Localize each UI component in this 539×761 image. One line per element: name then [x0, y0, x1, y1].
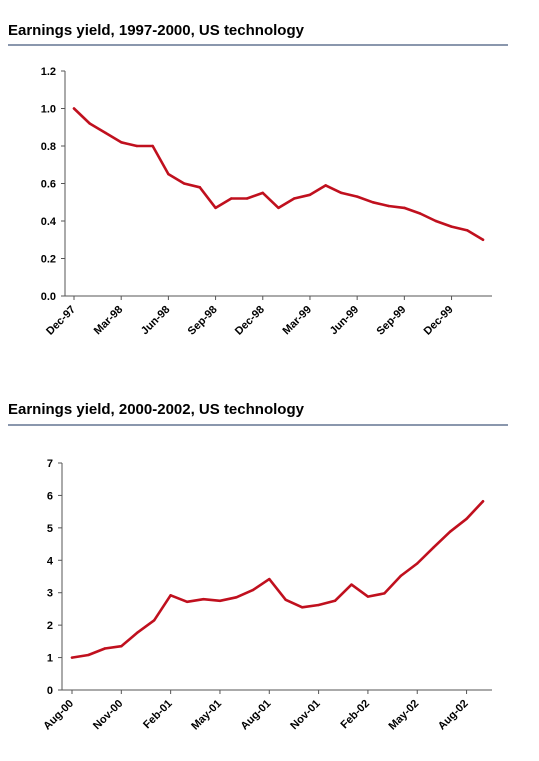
data-point [218, 599, 222, 603]
y-tick-label: 3 [47, 588, 53, 600]
y-tick-label: 1.0 [41, 104, 56, 116]
data-point [448, 530, 452, 533]
y-tick-label: 2 [47, 620, 53, 632]
data-point [235, 596, 238, 599]
data-point [214, 206, 217, 210]
x-tick-label: Aug-01 [239, 698, 274, 733]
y-tick-label: 0.8 [41, 141, 56, 153]
y-tick-label: 0.4 [41, 216, 57, 228]
data-point [340, 191, 343, 195]
x-tick-label: Sep-99 [374, 304, 408, 338]
series-line [70, 500, 485, 659]
data-point [87, 653, 90, 657]
data-point [72, 107, 76, 110]
x-tick-label: Dec-98 [233, 304, 267, 338]
x-tick-label: Jun-98 [139, 304, 173, 338]
y-tick-label: 5 [47, 523, 53, 535]
data-point [120, 645, 123, 648]
x-tick-label: Dec-99 [422, 304, 456, 338]
data-point [293, 197, 296, 200]
y-tick-label: 7 [47, 458, 53, 470]
data-point [268, 577, 271, 581]
x-tick-label: Mar-98 [92, 304, 126, 338]
data-point [434, 219, 438, 223]
data-point [465, 517, 468, 520]
x-tick-label: Dec-97 [44, 304, 78, 338]
y-tick-label: 0 [47, 685, 53, 697]
x-tick-label: Nov-00 [91, 698, 125, 732]
data-point [418, 212, 422, 215]
data-point [167, 172, 170, 176]
data-point [284, 598, 287, 602]
data-point [432, 546, 435, 549]
y-tick-label: 0.2 [41, 254, 56, 266]
y-tick-label: 1.2 [41, 66, 56, 78]
data-point [416, 562, 419, 565]
data-point [308, 193, 312, 196]
data-point [466, 229, 469, 232]
data-point [261, 191, 264, 195]
data-point [230, 197, 233, 200]
data-point [245, 197, 249, 200]
data-point [403, 206, 406, 210]
data-point [481, 238, 485, 241]
x-tick-label: Sep-98 [186, 304, 220, 338]
x-tick-label: Aug-00 [41, 698, 76, 733]
data-point [119, 141, 123, 144]
y-tick-label: 0.0 [41, 291, 56, 303]
series-line [72, 107, 485, 242]
y-tick-label: 4 [47, 555, 54, 567]
chart-title: Earnings yield, 1997-2000, US technology [8, 22, 304, 39]
data-point [198, 186, 202, 189]
data-point [355, 195, 359, 198]
data-point [251, 588, 255, 592]
title-underline [8, 424, 508, 426]
data-point [103, 647, 107, 650]
data-point [387, 204, 390, 208]
data-point [153, 619, 156, 622]
data-point [383, 592, 386, 595]
y-tick-label: 6 [47, 490, 53, 502]
data-point [317, 603, 320, 607]
x-tick-label: Aug-02 [436, 698, 471, 733]
data-point [277, 206, 280, 210]
data-point [350, 583, 353, 586]
data-point [136, 631, 139, 634]
chart-1: 0.0 0.2 0.4 0.6 0.8 1.0 1.2 Dec-97 Mar-98 Jun-98 S… [41, 66, 492, 338]
x-tick-label: Feb-02 [338, 698, 372, 732]
data-point [70, 656, 74, 659]
data-point [324, 184, 327, 187]
data-point [481, 500, 485, 503]
data-point [104, 131, 107, 135]
data-point [399, 574, 402, 578]
data-point [300, 606, 304, 609]
data-point [151, 144, 154, 148]
data-point [202, 598, 205, 601]
data-point [333, 599, 337, 603]
x-tick-label: May-01 [189, 698, 224, 733]
x-tick-label: May-02 [387, 698, 422, 733]
data-point [88, 122, 91, 125]
data-point [169, 594, 172, 597]
data-point [371, 201, 375, 204]
x-tick-label: Nov-01 [288, 698, 322, 732]
data-point [182, 182, 186, 185]
title-underline [8, 44, 508, 46]
data-point [185, 600, 189, 603]
y-tick-label: 0.6 [41, 179, 56, 191]
chart-title: Earnings yield, 2000-2002, US technology [8, 401, 304, 418]
y-tick-label: 1 [47, 653, 53, 665]
x-tick-label: Jun-99 [328, 304, 362, 338]
chart-2: 0 1 2 3 4 5 6 7 Aug-00 Nov-00 Feb-01 May-01 Aug-01 No… [41, 458, 492, 733]
x-tick-label: Feb-01 [141, 698, 175, 732]
data-point [366, 595, 370, 598]
data-point [135, 144, 139, 148]
x-tick-label: Mar-99 [281, 304, 315, 338]
data-point [450, 225, 453, 228]
